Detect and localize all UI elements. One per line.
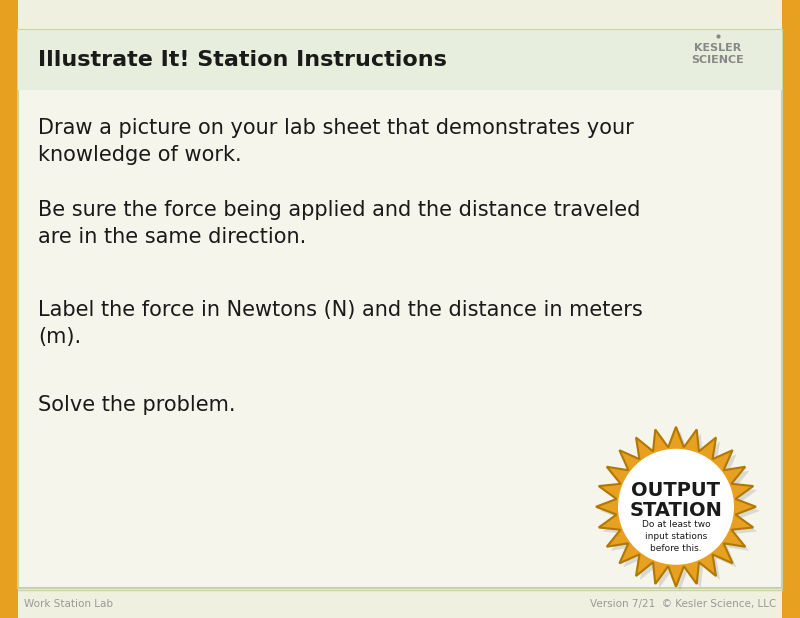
Text: Solve the problem.: Solve the problem. — [38, 395, 235, 415]
Text: Do at least two
input stations
before this.: Do at least two input stations before th… — [642, 520, 710, 553]
Text: KESLER
SCIENCE: KESLER SCIENCE — [692, 43, 744, 65]
Text: Be sure the force being applied and the distance traveled
are in the same direct: Be sure the force being applied and the … — [38, 200, 640, 247]
Circle shape — [618, 449, 734, 565]
Text: Work Station Lab: Work Station Lab — [24, 599, 113, 609]
Bar — [782, 0, 800, 618]
Text: Version 7/21  © Kesler Science, LLC: Version 7/21 © Kesler Science, LLC — [590, 599, 776, 609]
Text: Illustrate It! Station Instructions: Illustrate It! Station Instructions — [38, 50, 447, 70]
Text: Label the force in Newtons (N) and the distance in meters
(m).: Label the force in Newtons (N) and the d… — [38, 300, 642, 347]
Bar — [0, 0, 18, 618]
Polygon shape — [600, 431, 760, 591]
Polygon shape — [596, 427, 756, 586]
Text: STATION: STATION — [630, 501, 722, 520]
Bar — [18, 30, 782, 90]
Text: Draw a picture on your lab sheet that demonstrates your
knowledge of work.: Draw a picture on your lab sheet that de… — [38, 118, 634, 165]
Text: OUTPUT: OUTPUT — [631, 481, 721, 500]
